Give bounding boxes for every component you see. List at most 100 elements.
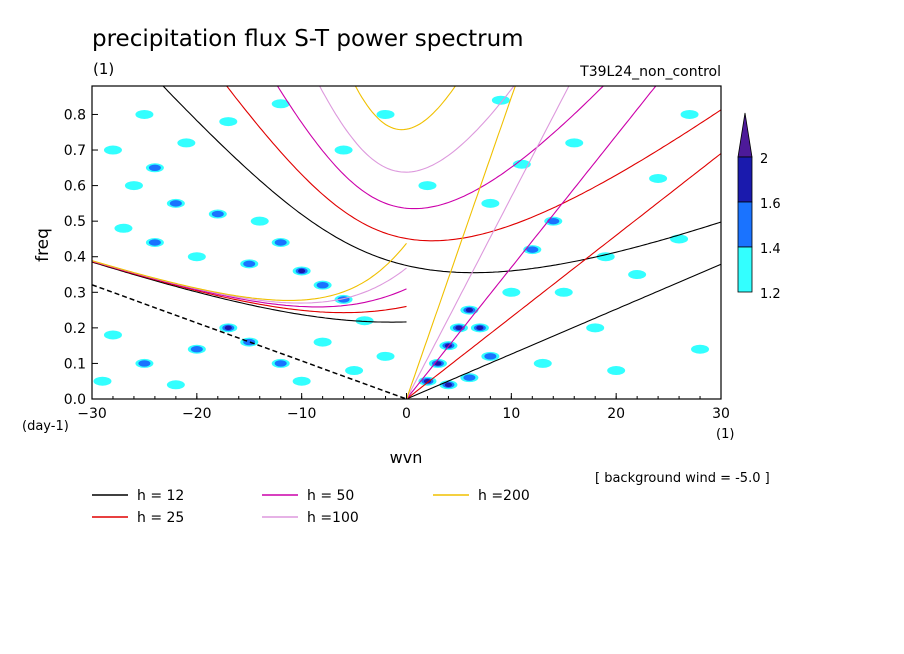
power-blob-outer <box>376 351 395 361</box>
x-tick-label: 20 <box>607 406 625 422</box>
power-blob-mid <box>274 360 287 367</box>
y-tick-label: 0.0 <box>64 392 86 408</box>
colorbar-segment <box>737 246 753 293</box>
power-blob-outer <box>271 99 290 109</box>
power-blob-outer <box>166 380 185 390</box>
power-blob-outer <box>334 145 353 155</box>
power-blob-outer <box>554 287 573 297</box>
power-blob-outer <box>103 330 122 340</box>
y-tick-label: 0.2 <box>64 321 86 337</box>
dispersion-curve-h50 <box>276 86 605 210</box>
power-blob-outer <box>607 366 626 376</box>
y-tick-label: 0.3 <box>64 285 86 301</box>
power-blob-outer <box>292 376 311 386</box>
x-tick-label: 10 <box>502 406 520 422</box>
power-blob-outer <box>691 344 710 354</box>
power-blob-outer <box>649 173 668 183</box>
dispersion-curve-h25 <box>92 260 407 314</box>
dispersion-curve-h25 <box>406 153 721 399</box>
power-blob-outer <box>670 234 689 244</box>
power-blob-core <box>423 379 432 384</box>
x-tick-label: −10 <box>287 406 317 422</box>
power-blob-outer <box>481 198 500 208</box>
dispersion-curve-h50 <box>406 86 657 399</box>
power-blob-outer <box>177 138 196 148</box>
power-blob-outer <box>586 323 605 333</box>
colorbar-segment <box>737 201 753 248</box>
power-blob-outer <box>628 270 647 280</box>
power-blob-outer <box>355 316 374 326</box>
dispersion-curve-h100 <box>406 86 570 399</box>
colorbar-extend <box>737 112 753 158</box>
colorbar-label: 1.6 <box>760 197 781 212</box>
legend-label: h =200 <box>478 488 530 504</box>
power-blob-outer <box>124 181 143 191</box>
power-blob-mid <box>484 353 497 360</box>
power-blob-outer <box>187 252 206 262</box>
dispersion-curve-h200 <box>405 86 516 399</box>
power-blob-core <box>455 325 463 331</box>
dispersion-curve-h200 <box>354 86 457 131</box>
power-blob-core <box>444 382 453 387</box>
y-tick-label: 0.8 <box>64 107 86 123</box>
power-blob-core <box>465 307 473 313</box>
dispersion-curve-h200 <box>92 242 407 301</box>
power-blob-outer <box>533 358 552 368</box>
power-blob-mid <box>148 164 161 172</box>
power-blob-outer <box>680 109 699 119</box>
x-axis-label: wvn <box>390 448 423 467</box>
dispersion-curve-h100 <box>318 86 515 173</box>
power-blob-mid <box>243 260 256 268</box>
power-blob-mid <box>211 210 224 218</box>
y-ticks: 0.0 0.1 0.2 0.3 0.4 0.5 0.6 0.7 0.8 <box>64 107 98 408</box>
power-blob-outer <box>418 181 437 191</box>
colorbar: 2 1.6 1.4 1.2 <box>737 112 781 302</box>
power-blob-outer <box>502 287 521 297</box>
legend-label: h = 50 <box>307 488 354 504</box>
x-tick-label: 30 <box>712 406 730 422</box>
legend-label: h = 12 <box>137 488 184 504</box>
x-tick-label: 0 <box>402 406 411 422</box>
colorbar-label: 1.4 <box>760 242 781 257</box>
power-blob-mid <box>138 360 151 367</box>
power-blob-outer <box>376 109 395 119</box>
x-axis-unit: (1) <box>716 427 734 442</box>
y-axis-label: freq <box>33 228 53 262</box>
power-blob-mid <box>316 281 329 289</box>
power-blob-core <box>224 325 232 331</box>
power-blob-outer <box>135 109 154 119</box>
power-blob-mid <box>547 217 560 225</box>
power-blob-outer <box>512 159 531 169</box>
y-tick-label: 0.5 <box>64 214 86 230</box>
y-tick-label: 0.4 <box>64 250 86 266</box>
legend-label: h =100 <box>307 510 359 526</box>
power-blob-core <box>476 325 484 331</box>
legend: h = 12 h = 25 h = 50 h =100 h =200 <box>92 488 530 526</box>
colorbar-segment <box>737 156 753 203</box>
power-blob-mid <box>190 346 203 353</box>
power-blob-outer <box>103 145 122 155</box>
plot-frame <box>91 85 722 400</box>
power-blob-outer <box>345 366 364 376</box>
power-blob-outer <box>565 138 584 148</box>
x-ticks: −30 −20 −10 0 10 20 30 <box>77 393 730 422</box>
power-blob-outer <box>93 376 112 386</box>
power-blob-outer <box>313 337 332 347</box>
dispersion-curve-h12 <box>162 86 721 274</box>
power-contours <box>93 95 710 390</box>
power-blob-outer <box>250 216 269 226</box>
dispersion-curve-h12 <box>406 263 721 399</box>
power-blob-mid <box>169 200 182 207</box>
power-blob-core <box>298 268 306 274</box>
chart-subtitle-left: (1) <box>93 60 114 78</box>
chart-title: precipitation flux S-T power spectrum <box>92 26 524 52</box>
power-blob-outer <box>114 223 133 233</box>
power-blob-outer <box>219 117 238 127</box>
y-tick-label: 0.6 <box>64 179 86 195</box>
background-wind-label: [ background wind = -5.0 ] <box>595 471 770 486</box>
dispersion-curve-h25 <box>226 86 721 242</box>
y-tick-label: 0.7 <box>64 143 86 159</box>
chart-subtitle-right: T39L24_non_control <box>579 64 721 80</box>
power-blob-mid <box>526 246 539 253</box>
